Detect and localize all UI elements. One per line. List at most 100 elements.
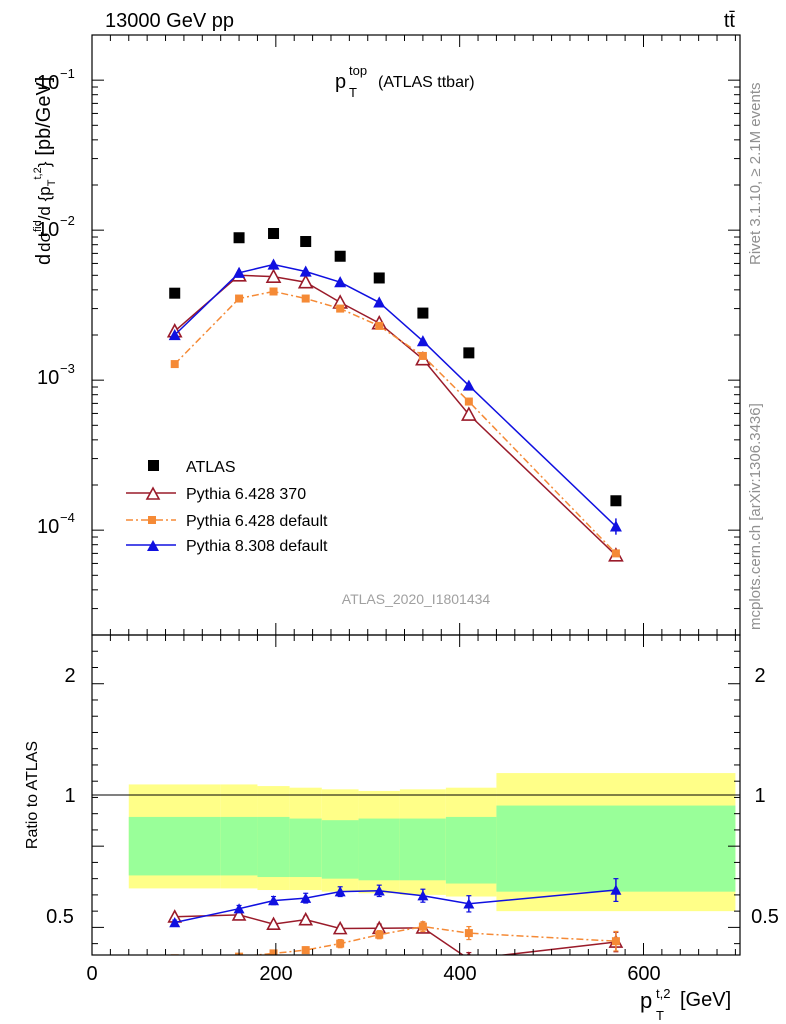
- xtick-labels: 0 200 400 600: [86, 963, 660, 985]
- main-series-0-point-3: [300, 236, 312, 248]
- ratio-ytick-1-right: 1: [754, 785, 765, 807]
- ratio-series-2-point-4: [334, 886, 346, 897]
- ratio-ytick-05-right: 0.5: [751, 906, 779, 928]
- title-suffix: (ATLAS ttbar): [378, 74, 475, 91]
- band-green-bin-5: [358, 818, 400, 881]
- main-series-2-point-0: [170, 360, 179, 369]
- legend-marker-py6-370: [145, 486, 161, 500]
- ratio-uncertainty-bands: [128, 773, 736, 912]
- title-main: p: [335, 71, 346, 93]
- ratio-series-0-point-4: [332, 920, 348, 935]
- main-series-2-point-1: [235, 294, 244, 303]
- xlabel-sup: t,2: [656, 986, 670, 1001]
- main-series-3-point-3: [299, 265, 312, 277]
- main-series-3-point-0: [168, 329, 181, 341]
- title-sup: top: [349, 63, 367, 78]
- legend-label-atlas: ATLAS: [186, 459, 236, 476]
- band-green-bin-8: [496, 805, 736, 892]
- xtick-label-400: 400: [443, 963, 476, 985]
- legend-label-py6-default: Pythia 6.428 default: [186, 513, 328, 530]
- legend: ATLAS Pythia 6.428 370 Pythia 6.428 defa…: [126, 459, 328, 555]
- xlabel-sub: T: [656, 1008, 664, 1023]
- ytick-label-e-1: 10: [37, 72, 59, 94]
- ratio-series-0-point-1: [231, 907, 247, 921]
- ratio-series-2-point-2: [268, 895, 280, 906]
- ratio-series-1-point-4: [336, 939, 345, 948]
- legend-marker-atlas: [148, 460, 159, 471]
- ytick-label-e-3: 10: [37, 367, 59, 389]
- side-label-mcplots: mcplots.cern.ch [arXiv:1306.3436]: [747, 403, 764, 630]
- ratio-ytick-2-right: 2: [754, 665, 765, 687]
- band-green-bin-7: [445, 816, 497, 884]
- main-series-0-point-7: [463, 347, 475, 359]
- ratio-series-1-point-3: [301, 946, 310, 955]
- main-series-2-point-7: [464, 397, 473, 406]
- main-series-3-point-2: [267, 258, 280, 270]
- side-label-rivet: Rivet 3.1.10, ≥ 2.1M events: [747, 83, 764, 266]
- ratio-series-group: [167, 878, 624, 955]
- main-series-3-point-4: [334, 276, 347, 288]
- xtick-label-200: 200: [259, 963, 292, 985]
- ytick-label-e-2-exp: −2: [60, 213, 75, 228]
- band-green-bin-2: [257, 816, 290, 878]
- main-series-0-point-4: [334, 250, 346, 262]
- ratio-ytick-2-left: 2: [64, 665, 75, 687]
- main-series-3-point-7: [462, 379, 475, 391]
- main-series-2-point-5: [375, 321, 384, 330]
- band-green-bin-1: [220, 816, 258, 876]
- main-ylabel: ddσfid/d {pTt,2}[pb/GeV]: [32, 77, 58, 265]
- main-series-3-point-1: [233, 266, 246, 278]
- ratio-series-2-point-0: [169, 917, 181, 928]
- title-sub: T: [349, 85, 357, 100]
- ratio-series-2-point-8: [610, 884, 622, 895]
- legend-label-py8-default: Pythia 8.308 default: [186, 538, 328, 555]
- ytick-label-e-3-exp: −3: [60, 361, 75, 376]
- ytick-label-e-4-exp: −4: [60, 510, 75, 525]
- main-series-1-point-2: [265, 268, 282, 283]
- main-series-3-point-6: [416, 335, 429, 347]
- band-green-bin-6: [399, 818, 446, 881]
- ratio-series-1-point-8: [611, 937, 620, 946]
- ytick-label-e-4: 10: [37, 516, 59, 538]
- main-series-0-point-2: [268, 227, 280, 239]
- legend-marker-py6-default: [148, 516, 156, 524]
- ratio-series-0-point-2: [266, 916, 281, 931]
- analysis-watermark: ATLAS_2020_I1801434: [342, 591, 491, 607]
- band-green-bin-0: [128, 816, 221, 876]
- xlabel-unit: [GeV]: [680, 989, 731, 1011]
- main-series-2-point-8: [611, 549, 620, 558]
- main-series-2-point-4: [336, 304, 345, 313]
- header-left: 13000 GeV pp: [105, 10, 234, 32]
- ratio-series-2-point-3: [300, 892, 312, 903]
- main-series-1-point-7: [461, 406, 477, 421]
- main-series-2-point-2: [269, 287, 278, 296]
- main-series-group: [166, 227, 624, 562]
- xlabel: p t,2 T [GeV]: [640, 986, 731, 1023]
- ratio-ylabel: Ratio to ATLAS: [24, 741, 41, 849]
- ratio-series-2-point-6: [417, 890, 429, 901]
- ytick-label-e-1-exp: −1: [60, 66, 75, 81]
- ratio-series-1-point-5: [375, 930, 384, 939]
- ratio-ytick-labels: 2 1 0.5 2 1 0.5: [46, 665, 779, 928]
- ratio-ytick-05-left: 0.5: [46, 906, 74, 928]
- ratio-series-2-point-7: [463, 898, 475, 909]
- ratio-series-1-point-2: [269, 949, 278, 955]
- main-series-2-point-6: [418, 351, 427, 360]
- ratio-ytick-1-left: 1: [64, 785, 75, 807]
- main-series-0-point-0: [169, 287, 181, 299]
- main-series-0-point-1: [233, 232, 245, 244]
- main-ytick-labels: 10 −1 10 −2 10 −3 10 −4: [37, 66, 75, 538]
- band-green-bin-3: [289, 818, 322, 878]
- xtick-label-600: 600: [627, 963, 660, 985]
- ratio-series-1-point-7: [464, 929, 473, 938]
- ratio-series-2-point-1: [233, 903, 245, 914]
- band-green-bin-4: [321, 820, 359, 879]
- xlabel-main: p: [640, 988, 652, 1013]
- header-right: tt̄: [724, 10, 736, 32]
- legend-marker-py8-default: [147, 540, 159, 551]
- ratio-series-2-point-5: [373, 885, 385, 896]
- main-series-3-point-5: [373, 296, 386, 308]
- ytick-label-e-2: 10: [37, 219, 59, 241]
- ratio-series-1-point-6: [418, 922, 427, 931]
